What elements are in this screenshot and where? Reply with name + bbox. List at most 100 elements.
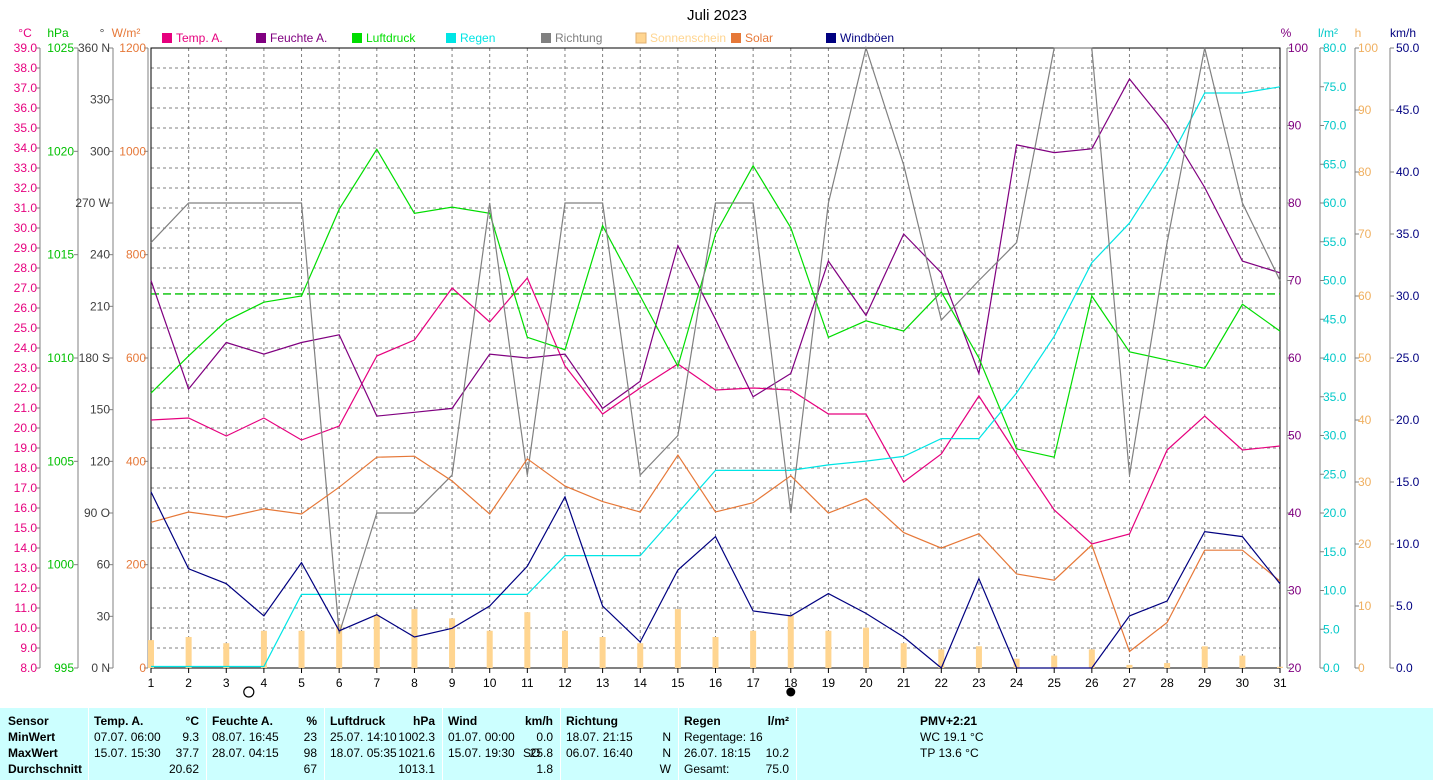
x-tick-label: 26 (1085, 676, 1099, 690)
temp-axis-tick-label: 19.0 (14, 441, 38, 455)
series-line-pressure (150, 148, 1281, 458)
temp-header: Temp. A. (94, 714, 144, 728)
x-tick-label: 24 (1010, 676, 1024, 690)
temp-axis-tick-label: 21.0 (14, 401, 38, 415)
rain-axis-tick-label: 60.0 (1323, 196, 1347, 210)
wind-axis-tick-label: 50.0 (1396, 41, 1420, 55)
stats-humidity-col: Feuchte A. % 08.07. 16:45 23 28.07. 04:1… (207, 708, 323, 780)
pressure-axis-tick-label: 1005 (47, 454, 74, 468)
pressure-axis-tick-label: 1025 (47, 41, 74, 55)
axis-unit-rain: l/m² (1318, 26, 1338, 40)
x-tick-label: 10 (483, 676, 497, 690)
x-tick-label: 22 (935, 676, 949, 690)
x-tick-label: 18 (784, 676, 798, 690)
x-tick-label: 19 (822, 676, 836, 690)
sunshine-bar (185, 637, 192, 668)
temp-axis-tick-label: 14.0 (14, 541, 38, 555)
humidity-axis-tick-label: 50 (1288, 429, 1302, 443)
sunshine-bar (1277, 666, 1283, 668)
wind-axis-tick-label: 25.0 (1396, 351, 1420, 365)
x-tick-label: 8 (411, 676, 418, 690)
legend-item: Richtung (541, 31, 602, 45)
temp-axis-tick-label: 17.0 (14, 481, 38, 495)
sunshine-bar (1201, 646, 1208, 668)
sunshine-bar (1126, 664, 1133, 668)
direction-axis-tick-label: 120 (90, 454, 110, 468)
pressure-unit: hPa (412, 714, 435, 728)
solar-axis-tick-label: 1000 (119, 144, 146, 158)
humidity-axis-tick-label: 30 (1288, 584, 1302, 598)
temp-axis-tick-label: 8.0 (20, 661, 37, 675)
x-tick-label: 6 (336, 676, 343, 690)
axis-unit-pressure: hPa (47, 26, 69, 40)
humidity-max-time: 28.07. 04:15 (212, 746, 279, 760)
rain-axis-tick-label: 75.0 (1323, 80, 1347, 94)
pressure-axis-tick-label: 1015 (47, 248, 74, 262)
x-tick-label: 15 (671, 676, 685, 690)
avg-row-label: Durchschnitt (8, 762, 83, 776)
x-tick-label: 16 (709, 676, 723, 690)
legend-swatch (541, 33, 551, 43)
stats-pressure-col: Luftdruck hPa 25.07. 14:10 1002.3 18.07.… (325, 708, 441, 780)
humidity-min-time: 08.07. 16:45 (212, 730, 279, 744)
pressure-avg-value: 1013.1 (398, 762, 435, 776)
wind-axis-tick-label: 5.0 (1396, 599, 1413, 613)
humidity-axis-tick-label: 80 (1288, 196, 1302, 210)
series-line-direction (150, 45, 1281, 634)
direction-axis-tick-label: 30 (97, 609, 111, 623)
direction-axis-tick-label: 240 (90, 248, 110, 262)
axis-unit-direction: ° (100, 26, 105, 40)
legend-item: Sonnenschein (635, 31, 726, 45)
sunshine-bar (411, 609, 418, 668)
pressure-min-time: 25.07. 14:10 (330, 730, 397, 744)
legend-label: Solar (745, 31, 773, 45)
temp-axis: 8.0 9.0 10.0 11.0 12.0 13.0 14.0 15.0 16.0 17.0 18… (14, 41, 41, 675)
legend-swatch (446, 33, 456, 43)
temp-max-time: 15.07. 15:30 (94, 746, 161, 760)
temp-min-value: 9.3 (182, 730, 199, 744)
stats-wind-col: Wind km/h 01.07. 00:00 0.0 15.07. 19:30 … (443, 708, 559, 780)
rain-axis-tick-label: 5.0 (1323, 622, 1340, 636)
sunshine-axis-tick-label: 0 (1358, 661, 1365, 675)
solar-axis-tick-label: 0 (139, 661, 146, 675)
axis-unit-temp: °C (18, 26, 32, 40)
x-tick-label: 25 (1048, 676, 1062, 690)
wind-min-time: 01.07. 00:00 (448, 730, 515, 744)
legend-item: Luftdruck (352, 31, 416, 45)
sunshine-bar (1051, 655, 1058, 668)
legend-swatch (731, 33, 741, 43)
humidity-header: Feuchte A. (212, 714, 273, 728)
x-tick-label: 3 (223, 676, 230, 690)
wind-avg-value: 1.8 (536, 762, 553, 776)
temp-unit: °C (185, 714, 199, 728)
x-tick-label: 4 (261, 676, 268, 690)
direction-axis: 0 N 30 60 90 O 120 150 180 S 210 240 270 W 300 330 3… (75, 41, 114, 675)
rain-header: Regen (684, 714, 721, 728)
chart-grid (150, 47, 1281, 669)
x-tick-label: 9 (449, 676, 456, 690)
temp-axis-tick-label: 31.0 (14, 201, 38, 215)
sunshine-axis: 0 10 20 30 40 50 60 70 80 90 100 (1354, 41, 1378, 675)
wind-axis-tick-label: 20.0 (1396, 413, 1420, 427)
wind-axis-tick-label: 45.0 (1396, 103, 1420, 117)
direction-min-value: N (662, 730, 671, 744)
rain-axis-tick-label: 20.0 (1323, 506, 1347, 520)
stats-sensor-col: Sensor MinWert MaxWert Durchschnitt (0, 708, 87, 780)
legend-item: Windböen (826, 31, 894, 45)
sunshine-bar (1239, 655, 1246, 668)
sunshine-bars (148, 609, 1283, 668)
humidity-axis-tick-label: 40 (1288, 506, 1302, 520)
humidity-axis: 20 30 40 50 60 70 80 90 100 (1286, 41, 1308, 675)
sunshine-bar (787, 615, 794, 668)
x-tick-label: 20 (859, 676, 873, 690)
rain-total-value: 75.0 (765, 762, 789, 776)
temp-axis-tick-label: 16.0 (14, 501, 38, 515)
temp-axis-tick-label: 32.0 (14, 181, 38, 195)
axis-unit-solar: W/m² (112, 26, 141, 40)
sunshine-bar (223, 643, 230, 668)
sunshine-bar (486, 630, 493, 668)
chart-legend: Temp. A. Feuchte A. Luftdruck Regen Richtung… (162, 31, 894, 45)
direction-axis-tick-label: 150 (90, 403, 110, 417)
direction-min-time: 18.07. 21:15 (566, 730, 633, 744)
temp-axis-tick-label: 24.0 (14, 341, 38, 355)
